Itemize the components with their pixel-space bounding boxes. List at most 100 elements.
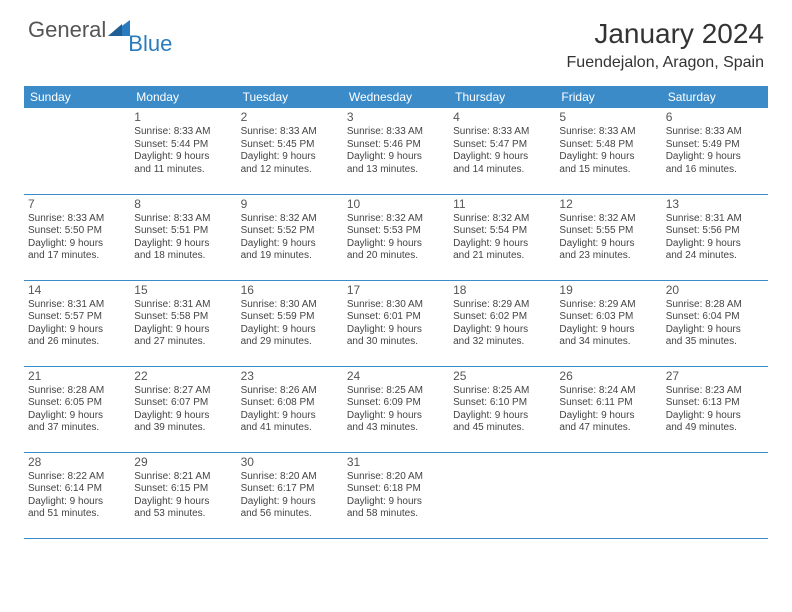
- daylight-text: Daylight: 9 hours: [28, 324, 126, 337]
- day-number: 29: [134, 455, 232, 470]
- daylight-text: Daylight: 9 hours: [241, 151, 339, 164]
- day-number: 22: [134, 369, 232, 384]
- daylight-text: and 23 minutes.: [559, 250, 657, 263]
- day-number: 8: [134, 197, 232, 212]
- week-row: 1Sunrise: 8:33 AMSunset: 5:44 PMDaylight…: [24, 108, 768, 194]
- day-cell: 14Sunrise: 8:31 AMSunset: 5:57 PMDayligh…: [24, 280, 130, 366]
- sunrise-text: Sunrise: 8:33 AM: [453, 126, 551, 139]
- daylight-text: Daylight: 9 hours: [28, 496, 126, 509]
- day-cell: 1Sunrise: 8:33 AMSunset: 5:44 PMDaylight…: [130, 108, 236, 194]
- day-header: Saturday: [662, 86, 768, 108]
- sunrise-text: Sunrise: 8:22 AM: [28, 471, 126, 484]
- sunrise-text: Sunrise: 8:32 AM: [241, 213, 339, 226]
- sunset-text: Sunset: 6:03 PM: [559, 311, 657, 324]
- day-number: 15: [134, 283, 232, 298]
- calendar-table: Sunday Monday Tuesday Wednesday Thursday…: [24, 86, 768, 539]
- brand-word2: Blue: [128, 33, 172, 55]
- sunrise-text: Sunrise: 8:33 AM: [28, 213, 126, 226]
- day-number: 5: [559, 110, 657, 125]
- day-number: 3: [347, 110, 445, 125]
- day-number: 25: [453, 369, 551, 384]
- daylight-text: Daylight: 9 hours: [134, 238, 232, 251]
- sunrise-text: Sunrise: 8:20 AM: [347, 471, 445, 484]
- sunrise-text: Sunrise: 8:24 AM: [559, 385, 657, 398]
- sunrise-text: Sunrise: 8:28 AM: [666, 299, 764, 312]
- sunset-text: Sunset: 5:45 PM: [241, 139, 339, 152]
- day-cell: 15Sunrise: 8:31 AMSunset: 5:58 PMDayligh…: [130, 280, 236, 366]
- day-number: 19: [559, 283, 657, 298]
- daylight-text: and 53 minutes.: [134, 508, 232, 521]
- day-cell: 9Sunrise: 8:32 AMSunset: 5:52 PMDaylight…: [237, 194, 343, 280]
- sunrise-text: Sunrise: 8:29 AM: [453, 299, 551, 312]
- day-number: 10: [347, 197, 445, 212]
- day-header: Friday: [555, 86, 661, 108]
- daylight-text: and 27 minutes.: [134, 336, 232, 349]
- day-cell: 12Sunrise: 8:32 AMSunset: 5:55 PMDayligh…: [555, 194, 661, 280]
- day-cell: 5Sunrise: 8:33 AMSunset: 5:48 PMDaylight…: [555, 108, 661, 194]
- sunset-text: Sunset: 6:07 PM: [134, 397, 232, 410]
- daylight-text: Daylight: 9 hours: [347, 410, 445, 423]
- day-cell: 11Sunrise: 8:32 AMSunset: 5:54 PMDayligh…: [449, 194, 555, 280]
- day-header: Wednesday: [343, 86, 449, 108]
- daylight-text: and 29 minutes.: [241, 336, 339, 349]
- daylight-text: and 20 minutes.: [347, 250, 445, 263]
- daylight-text: and 32 minutes.: [453, 336, 551, 349]
- sunset-text: Sunset: 6:13 PM: [666, 397, 764, 410]
- sunset-text: Sunset: 6:01 PM: [347, 311, 445, 324]
- day-header-row: Sunday Monday Tuesday Wednesday Thursday…: [24, 86, 768, 108]
- daylight-text: and 15 minutes.: [559, 164, 657, 177]
- day-cell: [662, 452, 768, 538]
- sunset-text: Sunset: 5:55 PM: [559, 225, 657, 238]
- daylight-text: Daylight: 9 hours: [134, 151, 232, 164]
- day-cell: [555, 452, 661, 538]
- week-row: 14Sunrise: 8:31 AMSunset: 5:57 PMDayligh…: [24, 280, 768, 366]
- sunrise-text: Sunrise: 8:33 AM: [347, 126, 445, 139]
- daylight-text: and 26 minutes.: [28, 336, 126, 349]
- sunrise-text: Sunrise: 8:20 AM: [241, 471, 339, 484]
- sunrise-text: Sunrise: 8:28 AM: [28, 385, 126, 398]
- sunset-text: Sunset: 5:46 PM: [347, 139, 445, 152]
- week-row: 21Sunrise: 8:28 AMSunset: 6:05 PMDayligh…: [24, 366, 768, 452]
- daylight-text: Daylight: 9 hours: [666, 151, 764, 164]
- day-number: 7: [28, 197, 126, 212]
- sunset-text: Sunset: 6:15 PM: [134, 483, 232, 496]
- sunset-text: Sunset: 5:52 PM: [241, 225, 339, 238]
- sunrise-text: Sunrise: 8:26 AM: [241, 385, 339, 398]
- sunset-text: Sunset: 5:47 PM: [453, 139, 551, 152]
- sunrise-text: Sunrise: 8:32 AM: [559, 213, 657, 226]
- daylight-text: and 43 minutes.: [347, 422, 445, 435]
- day-number: 6: [666, 110, 764, 125]
- daylight-text: and 56 minutes.: [241, 508, 339, 521]
- day-number: 14: [28, 283, 126, 298]
- day-header: Monday: [130, 86, 236, 108]
- daylight-text: and 51 minutes.: [28, 508, 126, 521]
- sunset-text: Sunset: 6:08 PM: [241, 397, 339, 410]
- day-cell: [449, 452, 555, 538]
- daylight-text: Daylight: 9 hours: [28, 238, 126, 251]
- sunrise-text: Sunrise: 8:30 AM: [241, 299, 339, 312]
- daylight-text: and 14 minutes.: [453, 164, 551, 177]
- day-header: Thursday: [449, 86, 555, 108]
- day-number: 12: [559, 197, 657, 212]
- day-cell: 23Sunrise: 8:26 AMSunset: 6:08 PMDayligh…: [237, 366, 343, 452]
- sunrise-text: Sunrise: 8:33 AM: [559, 126, 657, 139]
- sunset-text: Sunset: 5:54 PM: [453, 225, 551, 238]
- day-cell: 16Sunrise: 8:30 AMSunset: 5:59 PMDayligh…: [237, 280, 343, 366]
- day-cell: 6Sunrise: 8:33 AMSunset: 5:49 PMDaylight…: [662, 108, 768, 194]
- daylight-text: and 13 minutes.: [347, 164, 445, 177]
- day-cell: 22Sunrise: 8:27 AMSunset: 6:07 PMDayligh…: [130, 366, 236, 452]
- daylight-text: Daylight: 9 hours: [241, 496, 339, 509]
- daylight-text: Daylight: 9 hours: [453, 151, 551, 164]
- daylight-text: and 16 minutes.: [666, 164, 764, 177]
- daylight-text: and 11 minutes.: [134, 164, 232, 177]
- sunrise-text: Sunrise: 8:31 AM: [134, 299, 232, 312]
- sunrise-text: Sunrise: 8:29 AM: [559, 299, 657, 312]
- month-title: January 2024: [567, 18, 764, 50]
- sunrise-text: Sunrise: 8:31 AM: [666, 213, 764, 226]
- header: General Blue January 2024 Fuendejalon, A…: [0, 0, 792, 78]
- sunset-text: Sunset: 5:51 PM: [134, 225, 232, 238]
- sunset-text: Sunset: 5:44 PM: [134, 139, 232, 152]
- day-cell: 10Sunrise: 8:32 AMSunset: 5:53 PMDayligh…: [343, 194, 449, 280]
- daylight-text: Daylight: 9 hours: [347, 151, 445, 164]
- daylight-text: and 30 minutes.: [347, 336, 445, 349]
